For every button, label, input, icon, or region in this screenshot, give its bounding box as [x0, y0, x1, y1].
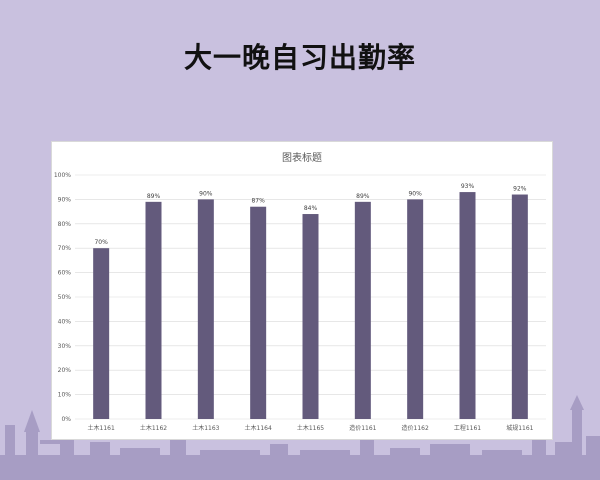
y-tick-label: 70%: [58, 245, 72, 252]
x-tick-label: 土木1164: [245, 424, 272, 432]
y-tick-label: 40%: [58, 318, 72, 325]
data-label: 93%: [461, 183, 475, 190]
x-tick-label: 造价1161: [349, 424, 376, 432]
x-tick-label: 土木1161: [88, 424, 115, 432]
data-label: 89%: [356, 193, 370, 200]
y-tick-label: 50%: [58, 294, 72, 301]
y-tick-label: 30%: [58, 343, 72, 350]
y-tick-label: 10%: [58, 392, 72, 399]
y-tick-label: 100%: [54, 172, 71, 179]
chart-panel: 图表标题 0% 10% 20% 30% 40% 50% 60% 70% 80% 90% 100% 70…: [51, 141, 553, 440]
x-tick-label: 土木1162: [140, 424, 167, 432]
data-label: 89%: [147, 193, 161, 200]
x-tick-label: 造价1162: [402, 424, 429, 432]
y-tick-label: 20%: [58, 367, 72, 374]
y-tick-label: 90%: [58, 196, 72, 203]
data-label: 92%: [513, 186, 527, 193]
slide-title: 大一晚自习出勤率: [183, 41, 416, 74]
skyline-decoration: [0, 390, 600, 480]
bar: [250, 206, 267, 419]
data-label: 84%: [304, 205, 318, 212]
bar: [197, 199, 214, 419]
x-tick-label: 城规1161: [506, 424, 533, 432]
y-tick-label: 0%: [61, 416, 71, 423]
bar: [93, 248, 110, 419]
bar-chart: 0% 10% 20% 30% 40% 50% 60% 70% 80% 90% 100% 70% 土木11…: [54, 172, 546, 432]
bar: [407, 199, 424, 419]
data-label: 90%: [408, 190, 422, 197]
bar: [354, 201, 371, 419]
bar: [302, 214, 319, 419]
x-tick-label: 土木1165: [297, 424, 324, 432]
y-tick-label: 60%: [58, 270, 72, 277]
bar: [145, 201, 162, 419]
data-label: 90%: [199, 190, 213, 197]
x-tick-label: 工程1161: [454, 424, 481, 432]
bar: [459, 192, 476, 419]
bar: [511, 194, 528, 419]
chart-title: 图表标题: [282, 153, 322, 164]
y-tick-label: 80%: [58, 221, 72, 228]
x-tick-label: 土木1163: [192, 424, 219, 432]
data-label: 70%: [94, 239, 108, 246]
data-label: 87%: [251, 198, 265, 205]
